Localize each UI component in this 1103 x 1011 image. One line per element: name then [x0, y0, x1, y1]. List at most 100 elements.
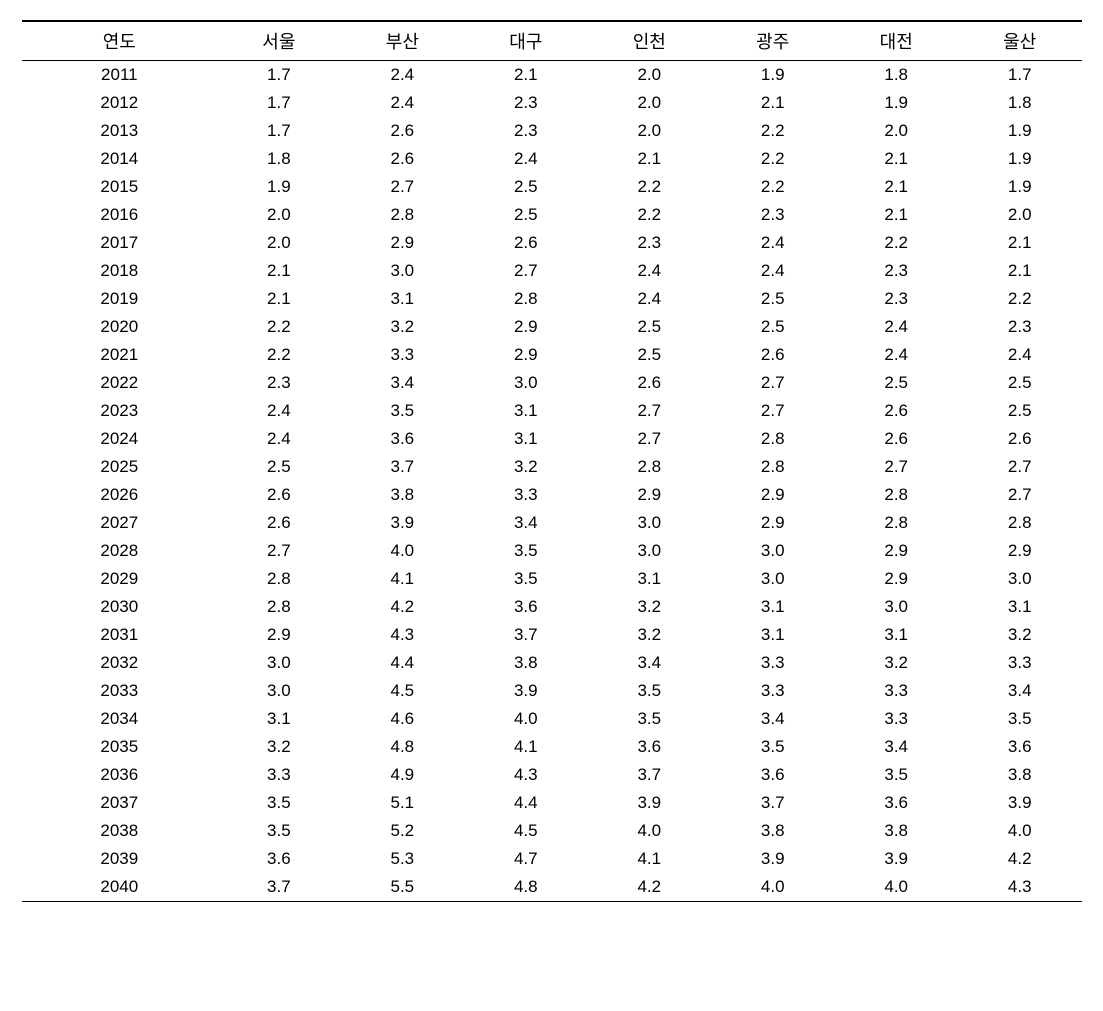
table-cell: 2.2 [958, 285, 1082, 313]
table-cell: 2.9 [834, 537, 957, 565]
table-row: 20151.92.72.52.22.22.11.9 [22, 173, 1082, 201]
table-cell: 2.3 [834, 257, 957, 285]
table-cell: 3.1 [711, 621, 834, 649]
table-cell: 2.9 [341, 229, 464, 257]
table-cell: 2020 [22, 313, 218, 341]
table-cell: 3.3 [834, 705, 957, 733]
table-cell: 2.4 [217, 425, 340, 453]
table-cell: 4.0 [464, 705, 587, 733]
table-cell: 4.9 [341, 761, 464, 789]
table-row: 20182.13.02.72.42.42.32.1 [22, 257, 1082, 285]
table-cell: 2.7 [711, 397, 834, 425]
table-cell: 5.5 [341, 873, 464, 902]
table-row: 20212.23.32.92.52.62.42.4 [22, 341, 1082, 369]
table-cell: 2.2 [711, 145, 834, 173]
table-cell: 2.6 [217, 481, 340, 509]
table-cell: 2026 [22, 481, 218, 509]
table-cell: 2.7 [958, 481, 1082, 509]
table-row: 20353.24.84.13.63.53.43.6 [22, 733, 1082, 761]
table-cell: 4.2 [341, 593, 464, 621]
table-cell: 3.7 [711, 789, 834, 817]
table-cell: 4.4 [464, 789, 587, 817]
table-cell: 2.2 [588, 173, 711, 201]
table-cell: 4.3 [958, 873, 1082, 902]
table-row: 20232.43.53.12.72.72.62.5 [22, 397, 1082, 425]
table-cell: 2.7 [958, 453, 1082, 481]
table-cell: 1.7 [958, 61, 1082, 90]
table-cell: 3.9 [341, 509, 464, 537]
table-cell: 3.8 [711, 817, 834, 845]
column-header-incheon: 인천 [588, 21, 711, 61]
table-cell: 3.7 [588, 761, 711, 789]
table-cell: 2.1 [958, 229, 1082, 257]
table-cell: 2.4 [217, 397, 340, 425]
table-cell: 2.1 [834, 145, 957, 173]
table-cell: 3.5 [834, 761, 957, 789]
table-cell: 2012 [22, 89, 218, 117]
table-cell: 2.6 [834, 425, 957, 453]
table-cell: 2.4 [464, 145, 587, 173]
table-cell: 4.5 [341, 677, 464, 705]
table-cell: 2.4 [588, 285, 711, 313]
table-row: 20121.72.42.32.02.11.91.8 [22, 89, 1082, 117]
table-cell: 3.2 [341, 313, 464, 341]
table-cell: 4.0 [958, 817, 1082, 845]
table-row: 20312.94.33.73.23.13.13.2 [22, 621, 1082, 649]
table-cell: 2.6 [217, 509, 340, 537]
table-cell: 2.5 [588, 341, 711, 369]
table-row: 20383.55.24.54.03.83.84.0 [22, 817, 1082, 845]
table-cell: 2.0 [217, 229, 340, 257]
table-cell: 3.1 [464, 397, 587, 425]
table-cell: 3.5 [588, 705, 711, 733]
table-cell: 3.7 [217, 873, 340, 902]
table-cell: 2.3 [588, 229, 711, 257]
table-row: 20162.02.82.52.22.32.12.0 [22, 201, 1082, 229]
table-cell: 2.8 [958, 509, 1082, 537]
table-cell: 3.0 [588, 537, 711, 565]
table-cell: 3.4 [958, 677, 1082, 705]
table-cell: 3.1 [834, 621, 957, 649]
data-table: 연도 서울 부산 대구 인천 광주 대전 울산 20111.72.42.12.0… [22, 20, 1082, 902]
table-cell: 4.4 [341, 649, 464, 677]
table-cell: 2019 [22, 285, 218, 313]
table-cell: 2.0 [834, 117, 957, 145]
table-cell: 4.0 [711, 873, 834, 902]
table-cell: 2.5 [588, 313, 711, 341]
table-cell: 3.6 [958, 733, 1082, 761]
table-cell: 2035 [22, 733, 218, 761]
table-cell: 2.1 [464, 61, 587, 90]
table-cell: 2033 [22, 677, 218, 705]
table-cell: 4.1 [341, 565, 464, 593]
table-row: 20202.23.22.92.52.52.42.3 [22, 313, 1082, 341]
table-cell: 1.9 [711, 61, 834, 90]
table-row: 20222.33.43.02.62.72.52.5 [22, 369, 1082, 397]
table-cell: 2.9 [217, 621, 340, 649]
table-cell: 4.3 [341, 621, 464, 649]
table-cell: 2.1 [588, 145, 711, 173]
table-cell: 2.9 [464, 341, 587, 369]
table-cell: 2.2 [588, 201, 711, 229]
table-cell: 3.6 [341, 425, 464, 453]
table-cell: 2.4 [711, 257, 834, 285]
table-cell: 2016 [22, 201, 218, 229]
table-cell: 2.9 [588, 481, 711, 509]
table-cell: 2032 [22, 649, 218, 677]
table-cell: 2025 [22, 453, 218, 481]
table-cell: 2.0 [588, 89, 711, 117]
table-cell: 2.7 [464, 257, 587, 285]
table-cell: 1.7 [217, 117, 340, 145]
table-cell: 3.9 [588, 789, 711, 817]
table-cell: 3.2 [217, 733, 340, 761]
table-cell: 2028 [22, 537, 218, 565]
table-cell: 2.5 [834, 369, 957, 397]
table-cell: 5.1 [341, 789, 464, 817]
table-cell: 3.5 [464, 537, 587, 565]
table-cell: 3.1 [958, 593, 1082, 621]
table-cell: 2.8 [217, 565, 340, 593]
table-cell: 2.4 [711, 229, 834, 257]
table-cell: 3.3 [711, 677, 834, 705]
table-cell: 3.2 [958, 621, 1082, 649]
table-cell: 2.7 [341, 173, 464, 201]
table-cell: 3.6 [711, 761, 834, 789]
table-header-row: 연도 서울 부산 대구 인천 광주 대전 울산 [22, 21, 1082, 61]
